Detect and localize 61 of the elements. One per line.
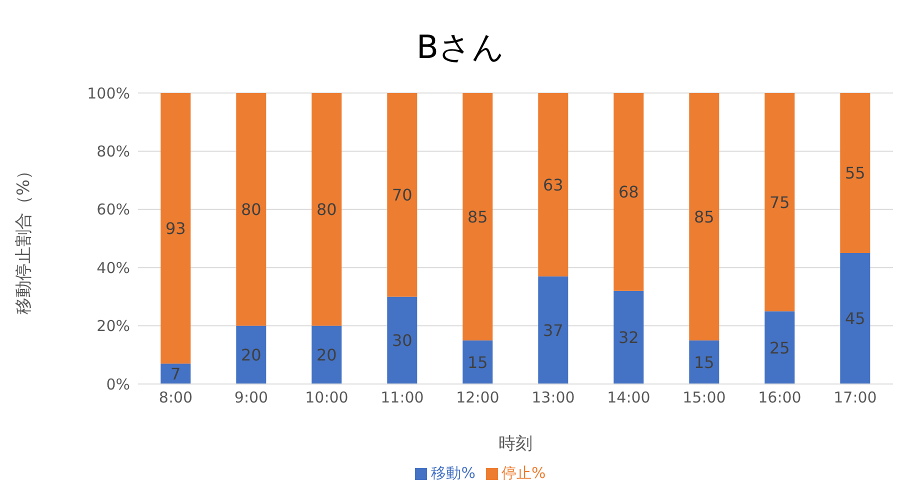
- x-tick-label: 17:00: [834, 388, 877, 407]
- x-tick-label: 16:00: [758, 388, 802, 407]
- data-label: 20: [316, 346, 337, 365]
- bar: [236, 326, 266, 384]
- bar: [387, 93, 418, 297]
- bar: [312, 326, 342, 384]
- x-tick-label: 8:00: [158, 388, 193, 407]
- bar: [312, 93, 342, 326]
- data-label: 25: [769, 338, 790, 358]
- bar: [160, 93, 191, 364]
- x-tick-label: 13:00: [532, 388, 575, 407]
- x-tick-label: 15:00: [682, 388, 726, 407]
- bar: [538, 276, 568, 384]
- x-tick-label: 12:00: [456, 388, 500, 407]
- data-label: 80: [316, 200, 337, 220]
- x-tick-label: 11:00: [380, 388, 424, 407]
- y-tick-label: 80%: [96, 142, 130, 161]
- data-label: 30: [392, 331, 412, 350]
- data-label: 15: [694, 352, 714, 372]
- data-label: 15: [467, 352, 488, 372]
- data-label: 55: [844, 164, 866, 183]
- data-label: 7: [170, 364, 181, 384]
- bar: [614, 93, 644, 291]
- bar: [614, 290, 644, 384]
- x-axis-title: 時刻: [498, 434, 532, 454]
- data-label: 80: [240, 200, 262, 220]
- y-axis-title: 移動停止割合（%）: [14, 162, 34, 315]
- x-tick-label: 9:00: [234, 388, 268, 407]
- bar: [689, 93, 720, 340]
- bar: [387, 296, 418, 384]
- data-label: 70: [392, 186, 412, 205]
- bar: [689, 340, 720, 384]
- bar: [462, 93, 493, 340]
- y-tick-label: 20%: [96, 317, 130, 336]
- data-label: 20: [240, 346, 262, 365]
- legend-label: 停止%: [502, 464, 546, 482]
- data-label: 85: [467, 207, 488, 226]
- legend-label: 移動%: [431, 464, 476, 482]
- data-label: 75: [769, 192, 790, 212]
- bar: [236, 93, 266, 326]
- data-label: 68: [618, 182, 639, 202]
- y-tick-label: 100%: [87, 84, 130, 102]
- chart-title: Bさん: [416, 27, 506, 68]
- data-label: 32: [618, 328, 639, 348]
- bar: [160, 364, 191, 384]
- y-tick-label: 0%: [106, 375, 130, 394]
- data-label: 63: [542, 175, 564, 194]
- y-tick-label: 60%: [96, 200, 130, 219]
- data-label: 45: [844, 309, 866, 328]
- bar: [840, 253, 870, 384]
- bar: [538, 93, 568, 276]
- data-label: 37: [542, 320, 564, 340]
- data-label: 93: [165, 218, 186, 238]
- x-tick-label: 14:00: [607, 388, 650, 407]
- bar: [840, 93, 870, 254]
- data-label: 85: [694, 207, 714, 226]
- y-tick-label: 40%: [96, 258, 130, 277]
- bar: [764, 311, 795, 384]
- x-tick-label: 10:00: [305, 388, 348, 407]
- bar: [764, 93, 795, 312]
- bar: [462, 340, 493, 384]
